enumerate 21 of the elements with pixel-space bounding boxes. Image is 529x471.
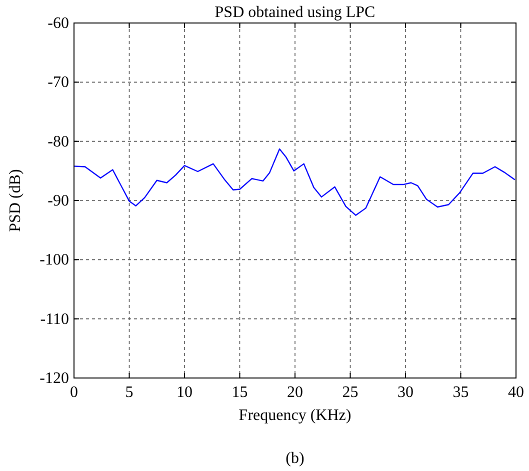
- line-series: [73, 148, 516, 216]
- x-tick-label: 35: [452, 384, 469, 401]
- x-tick-label: 15: [232, 384, 248, 401]
- x-tick-label: 25: [342, 384, 358, 401]
- y-axis-title: PSD (dB): [7, 169, 24, 232]
- x-tick-label: 20: [287, 384, 303, 401]
- y-tick-label: -80: [48, 133, 69, 150]
- x-tick-label: 0: [70, 384, 78, 401]
- text: (b): [286, 450, 304, 467]
- y-tick-label: -60: [48, 15, 69, 32]
- chart-title: PSD obtained using LPC: [214, 4, 376, 21]
- x-tick-label: 30: [398, 384, 414, 401]
- y-tick-label: -120: [40, 370, 69, 387]
- x-tick-label: 10: [176, 384, 192, 401]
- x-tick-label: 40: [508, 384, 524, 401]
- y-tick-label: -70: [48, 74, 69, 92]
- y-tick-label: -100: [40, 252, 69, 269]
- y-tick-label: -110: [40, 310, 69, 328]
- x-axis-title: Frequency (KHz): [238, 407, 352, 424]
- x-tick-label: 5: [125, 384, 134, 401]
- y-tick-label: -90: [48, 192, 69, 210]
